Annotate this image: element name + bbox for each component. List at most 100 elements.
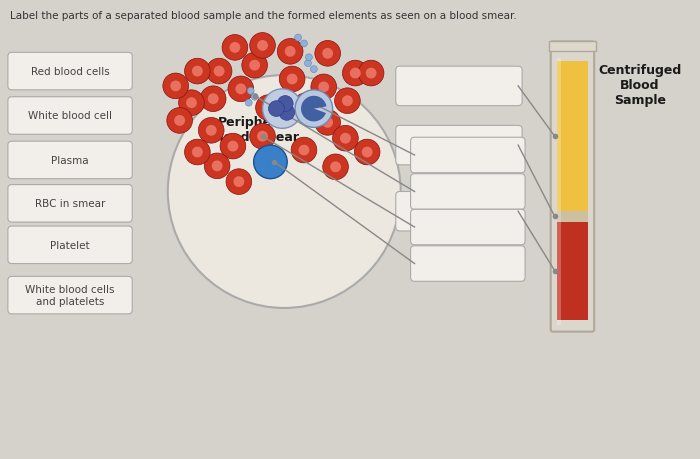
Circle shape <box>318 82 329 93</box>
Text: Plasma: Plasma <box>51 156 89 166</box>
Circle shape <box>230 43 240 54</box>
Circle shape <box>305 55 312 62</box>
Circle shape <box>185 140 210 166</box>
Circle shape <box>200 87 226 112</box>
Circle shape <box>365 68 377 79</box>
Circle shape <box>332 126 358 151</box>
Circle shape <box>279 67 305 93</box>
Circle shape <box>362 147 372 158</box>
Circle shape <box>208 94 218 105</box>
Circle shape <box>204 154 230 179</box>
Circle shape <box>323 155 349 180</box>
Circle shape <box>245 100 252 107</box>
Circle shape <box>251 94 258 101</box>
Bar <box>556 59 561 325</box>
Circle shape <box>250 34 275 59</box>
Circle shape <box>277 96 293 112</box>
Text: Centrifuged
Blood
Sample: Centrifuged Blood Sample <box>598 64 681 107</box>
Circle shape <box>235 84 246 95</box>
Circle shape <box>300 101 312 112</box>
Circle shape <box>300 41 307 48</box>
Circle shape <box>168 76 400 308</box>
FancyBboxPatch shape <box>395 67 522 106</box>
Text: White blood cell: White blood cell <box>28 111 112 121</box>
FancyBboxPatch shape <box>411 138 525 174</box>
Circle shape <box>192 147 203 158</box>
Text: Platelet: Platelet <box>50 240 90 250</box>
Circle shape <box>293 94 319 119</box>
Circle shape <box>262 90 302 129</box>
Circle shape <box>277 39 303 65</box>
Circle shape <box>228 77 253 102</box>
FancyBboxPatch shape <box>411 210 525 245</box>
Circle shape <box>241 53 267 79</box>
FancyBboxPatch shape <box>411 246 525 282</box>
Circle shape <box>263 103 274 114</box>
Circle shape <box>185 59 210 85</box>
Circle shape <box>178 90 204 116</box>
Circle shape <box>291 138 317 163</box>
Text: RBC in smear: RBC in smear <box>35 199 105 209</box>
FancyBboxPatch shape <box>8 185 132 223</box>
Circle shape <box>163 74 188 100</box>
Wedge shape <box>301 96 326 122</box>
Circle shape <box>170 81 181 92</box>
FancyBboxPatch shape <box>8 142 132 179</box>
FancyBboxPatch shape <box>395 126 522 166</box>
Circle shape <box>253 146 287 179</box>
Bar <box>556 222 588 320</box>
Circle shape <box>174 116 185 127</box>
Circle shape <box>322 118 333 129</box>
Circle shape <box>322 49 333 60</box>
Bar <box>549 42 596 52</box>
FancyBboxPatch shape <box>551 42 594 332</box>
FancyBboxPatch shape <box>8 277 132 314</box>
Circle shape <box>249 61 260 72</box>
Circle shape <box>233 177 244 188</box>
Circle shape <box>342 96 353 107</box>
Bar <box>556 212 588 222</box>
Text: Peripheral
Blood Smear: Peripheral Blood Smear <box>210 115 299 143</box>
Circle shape <box>214 67 225 78</box>
Circle shape <box>295 35 302 42</box>
Circle shape <box>186 98 197 109</box>
Circle shape <box>279 105 295 121</box>
Circle shape <box>287 74 298 85</box>
Circle shape <box>311 75 337 101</box>
Circle shape <box>257 41 268 52</box>
Circle shape <box>257 132 268 142</box>
Circle shape <box>354 140 380 166</box>
Circle shape <box>350 68 360 79</box>
Circle shape <box>226 169 252 195</box>
Circle shape <box>228 141 239 152</box>
Circle shape <box>358 61 384 87</box>
Circle shape <box>335 89 360 114</box>
Circle shape <box>206 126 216 136</box>
FancyBboxPatch shape <box>8 53 132 90</box>
Bar <box>556 62 588 212</box>
Circle shape <box>330 162 341 173</box>
Circle shape <box>220 134 246 160</box>
Circle shape <box>211 161 223 172</box>
Text: Red blood cells: Red blood cells <box>31 67 109 77</box>
Circle shape <box>198 118 224 144</box>
Text: Label the parts of a separated blood sample and the formed elements as seen on a: Label the parts of a separated blood sam… <box>10 11 517 21</box>
Circle shape <box>310 67 317 73</box>
Circle shape <box>285 47 295 58</box>
Circle shape <box>167 108 193 134</box>
Circle shape <box>299 146 309 156</box>
Circle shape <box>304 61 312 67</box>
Circle shape <box>247 88 254 95</box>
Circle shape <box>269 101 284 117</box>
Circle shape <box>315 41 340 67</box>
Text: White blood cells
and platelets: White blood cells and platelets <box>25 285 115 306</box>
Circle shape <box>256 95 281 121</box>
FancyBboxPatch shape <box>8 227 132 264</box>
Circle shape <box>192 67 203 78</box>
Circle shape <box>295 90 332 128</box>
Circle shape <box>342 61 368 87</box>
Circle shape <box>206 59 232 85</box>
FancyBboxPatch shape <box>8 97 132 135</box>
FancyBboxPatch shape <box>395 192 522 231</box>
Circle shape <box>250 124 275 150</box>
